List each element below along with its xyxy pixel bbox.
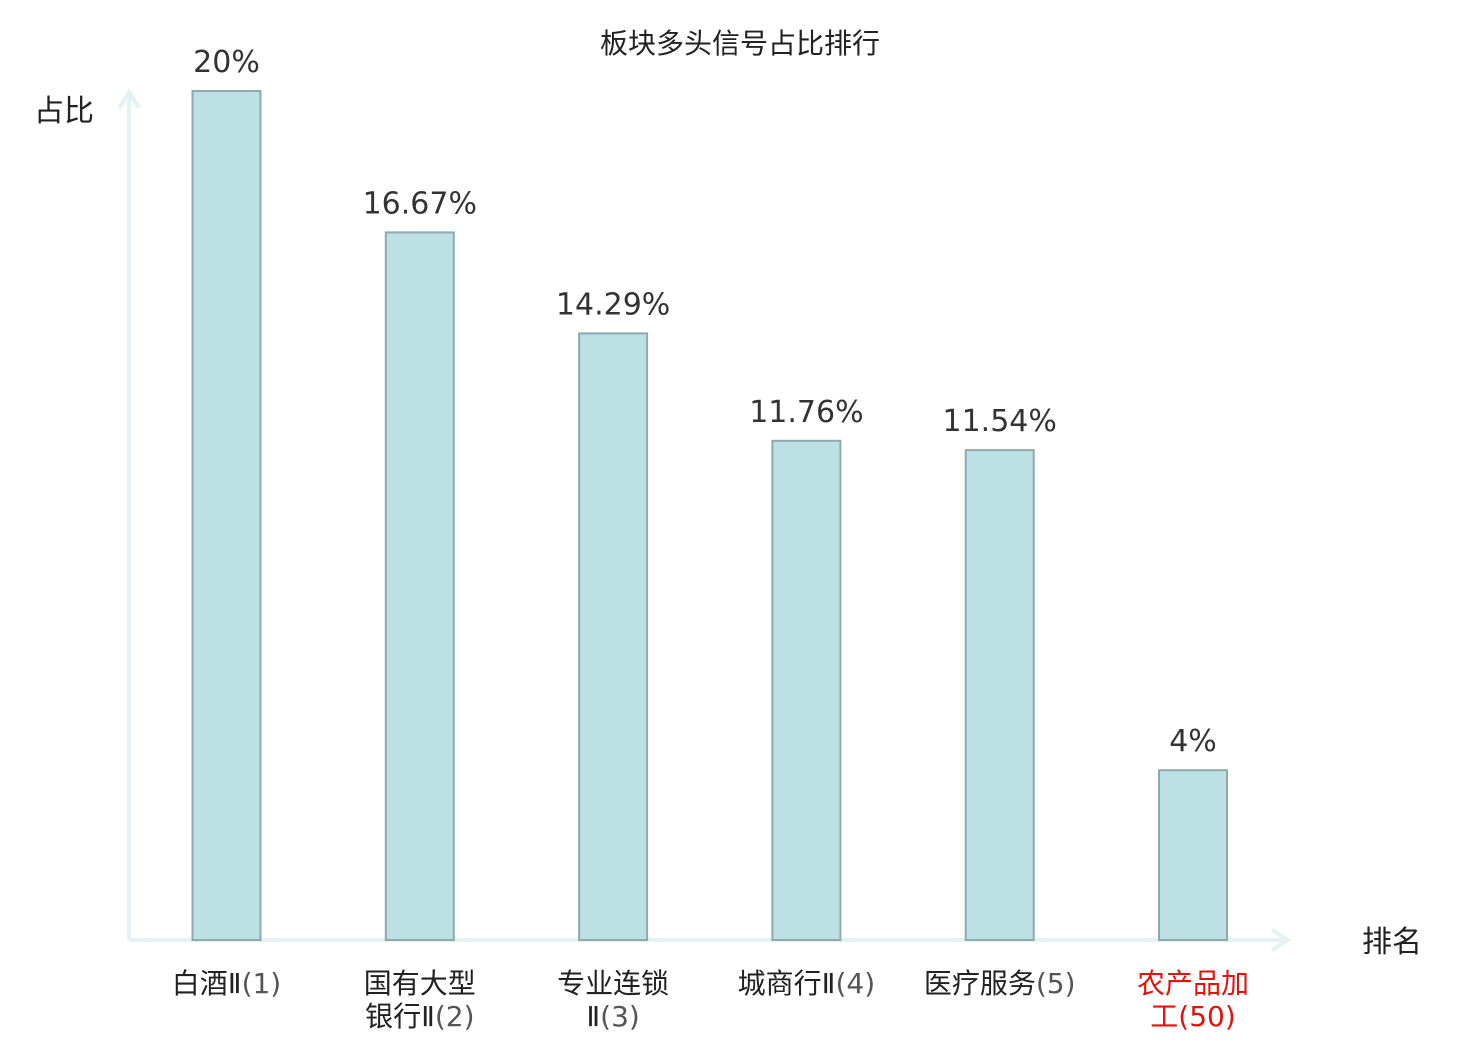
bar [771, 439, 842, 941]
bar [191, 90, 262, 941]
category-label: 城商行Ⅱ(4) [738, 967, 875, 1000]
category-rank: (4) [835, 967, 875, 1000]
chart-title: 板块多头信号占比排行 [600, 27, 880, 60]
category-label: 专业连锁 Ⅱ(3) [557, 967, 669, 1033]
category-label-line: 农产品加 [1137, 967, 1249, 1000]
y-axis-arrow [117, 88, 141, 110]
category-rank: (1) [242, 967, 282, 1000]
value-labels-group: 20% 16.67% 14.29% 11.76% 11.54% 4% [193, 45, 1217, 759]
bar [578, 332, 649, 941]
category-label-line: 城商行Ⅱ(4) [738, 967, 875, 1000]
category-label: 医疗服务(5) [924, 967, 1076, 1000]
category-label-line: 白酒Ⅱ(1) [172, 967, 281, 1000]
category-label-line: 国有大型 [364, 967, 476, 1000]
category-labels-group: 白酒Ⅱ(1) 国有大型银行Ⅱ(2) 专业连锁 Ⅱ(3) 城商行Ⅱ(4) 医疗服务(5) 农产… [172, 967, 1249, 1033]
y-axis-title: 占比 [34, 94, 94, 129]
category-rank: (50) [1178, 1000, 1235, 1033]
bar-value-label: 4% [1169, 724, 1217, 759]
category-label-line: Ⅱ(3) [586, 1000, 639, 1033]
category-label: 国有大型银行Ⅱ(2) [364, 967, 476, 1033]
category-label-line: 专业连锁 [557, 967, 669, 1000]
category-label-line: 工(50) [1150, 1000, 1236, 1033]
bar-value-label: 11.76% [749, 395, 863, 430]
bar [384, 231, 455, 941]
bar [1158, 769, 1228, 942]
x-axis-title: 排名 [1362, 925, 1422, 960]
bar [964, 449, 1035, 941]
category-label-line: 银行Ⅱ(2) [365, 1000, 474, 1033]
category-label: 白酒Ⅱ(1) [172, 967, 281, 1000]
category-rank: (3) [600, 1000, 640, 1033]
bar-value-label: 11.54% [943, 404, 1057, 439]
bars-group [191, 90, 1228, 942]
category-label-line: 医疗服务(5) [924, 967, 1076, 1000]
category-label: 农产品加工(50) [1137, 967, 1249, 1033]
bar-value-label: 16.67% [363, 186, 477, 221]
bar-value-label: 20% [193, 45, 260, 80]
category-rank: (2) [435, 1000, 475, 1033]
bar-value-label: 14.29% [556, 287, 670, 322]
category-rank: (5) [1036, 967, 1076, 1000]
x-axis-arrow [1270, 928, 1292, 952]
